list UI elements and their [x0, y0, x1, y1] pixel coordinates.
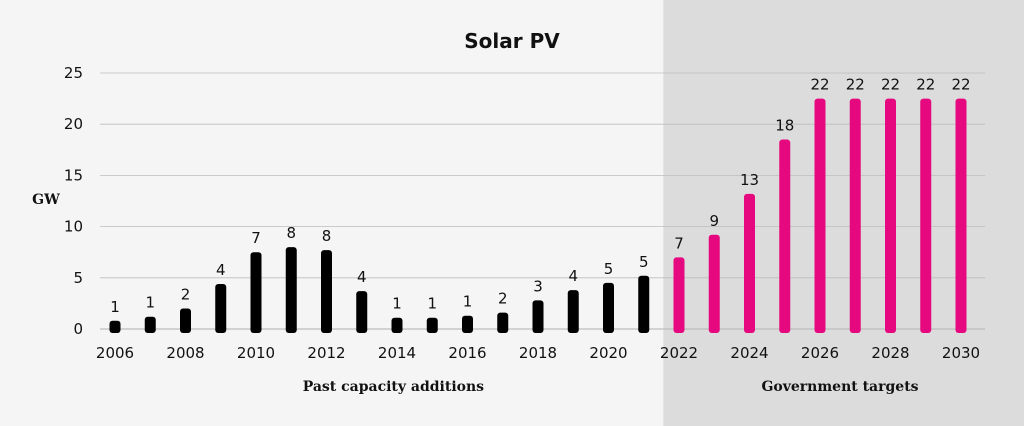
data-label-2024: 13: [740, 171, 759, 189]
bars: [109, 98, 967, 333]
data-label-2021: 5: [639, 253, 649, 271]
bar-2021: [638, 275, 650, 333]
bar-2014: [391, 317, 403, 333]
bar-2018: [532, 300, 544, 333]
x-tick-label: 2014: [378, 344, 416, 362]
data-label-2007: 1: [145, 294, 155, 312]
data-label-2012: 8: [322, 227, 332, 245]
y-axis-label: GW: [32, 192, 60, 208]
bar-2023: [708, 234, 720, 333]
data-label-2028: 22: [881, 76, 900, 94]
y-axis-ticks: 0 5 10 15 20 25: [64, 64, 83, 338]
x-tick-label: 2026: [801, 344, 839, 362]
bar-2013: [356, 291, 368, 333]
bar-2029: [920, 98, 932, 333]
data-label-2016: 1: [463, 293, 473, 311]
bar-2019: [567, 290, 579, 333]
bar-2030: [955, 98, 967, 333]
bar-2011: [285, 247, 297, 333]
x-tick-label: 2008: [166, 344, 204, 362]
y-tick-label: 0: [73, 320, 83, 338]
y-tick-label: 15: [64, 166, 83, 184]
bar-2016: [462, 315, 473, 333]
x-tick-label: 2028: [871, 344, 909, 362]
y-tick-label: 25: [64, 64, 83, 82]
bar-2009: [215, 283, 227, 333]
data-label-2013: 4: [357, 268, 367, 286]
x-tick-label: 2016: [448, 344, 486, 362]
x-tick-label: 2018: [519, 344, 557, 362]
bar-2017: [497, 312, 509, 333]
chart-title: Solar PV: [464, 29, 560, 53]
bar-2006: [109, 320, 121, 333]
x-tick-label: 2010: [237, 344, 275, 362]
data-label-2026: 22: [810, 76, 829, 94]
data-label-2029: 22: [916, 76, 935, 94]
bar-2028: [885, 98, 896, 333]
data-label-2020: 5: [604, 260, 614, 278]
data-label-2019: 4: [568, 267, 578, 285]
bar-2010: [250, 252, 262, 333]
data-label-2014: 1: [392, 295, 402, 313]
data-label-2015: 1: [427, 295, 437, 313]
bar-2024: [744, 193, 755, 333]
data-label-2017: 2: [498, 290, 508, 308]
bar-2008: [180, 308, 191, 333]
x-tick-label: 2006: [96, 344, 134, 362]
bar-2025: [779, 139, 791, 333]
x-tick-label: 2012: [307, 344, 345, 362]
bar-2012: [321, 250, 332, 333]
gridlines: [100, 72, 985, 330]
data-label-2010: 7: [251, 229, 261, 247]
region-label-past: Past capacity additions: [303, 379, 484, 395]
y-tick-label: 10: [64, 218, 83, 236]
bar-2022: [673, 257, 685, 333]
bar-2027: [849, 98, 861, 333]
y-tick-label: 5: [73, 269, 83, 287]
bar-2007: [144, 316, 156, 333]
data-label-2008: 2: [181, 286, 191, 304]
data-label-2009: 4: [216, 261, 226, 279]
data-label-2018: 3: [533, 277, 543, 295]
data-label-2011: 8: [286, 224, 296, 242]
data-label-2027: 22: [846, 76, 865, 94]
bar-2026: [814, 98, 826, 333]
x-axis-ticks: 2006 2008 2010 2012 2014 2016 2018 2020 2022 2024…: [96, 344, 980, 362]
x-tick-label: 2030: [942, 344, 980, 362]
y-tick-label: 20: [64, 115, 83, 133]
data-labels: 1 1 2 4 7 8 8 4 1 1 1 2 3 4 5 5 7 9 13 18 22 22 22 22 22: [110, 76, 970, 316]
data-label-2022: 7: [674, 234, 684, 252]
data-label-2006: 1: [110, 298, 120, 316]
data-label-2025: 18: [775, 117, 794, 135]
data-label-2023: 9: [709, 212, 719, 230]
bar-2020: [603, 282, 614, 333]
x-tick-label: 2022: [660, 344, 698, 362]
data-label-2030: 22: [951, 76, 970, 94]
x-tick-label: 2020: [589, 344, 627, 362]
region-label-targets: Government targets: [761, 379, 918, 395]
x-tick-label: 2024: [730, 344, 768, 362]
bar-2015: [426, 317, 438, 333]
